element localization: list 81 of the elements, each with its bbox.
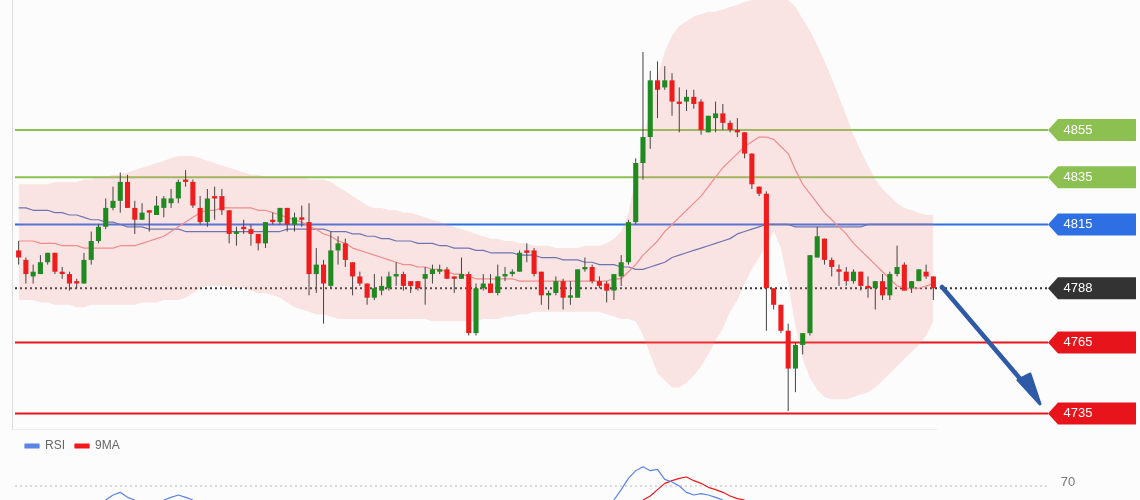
candlestick bbox=[168, 188, 174, 209]
candlestick bbox=[829, 257, 835, 277]
candlestick bbox=[524, 242, 530, 263]
candlestick bbox=[197, 195, 203, 225]
candlestick bbox=[821, 238, 828, 266]
candlestick bbox=[691, 89, 697, 110]
candlestick bbox=[887, 271, 893, 301]
candlestick bbox=[66, 271, 72, 292]
candlestick bbox=[771, 287, 777, 311]
candlestick bbox=[553, 275, 559, 296]
candlestick bbox=[567, 280, 573, 306]
candlestick bbox=[589, 264, 595, 285]
candlestick bbox=[894, 245, 900, 277]
candlestick bbox=[502, 266, 508, 282]
candlestick bbox=[654, 60, 661, 119]
candlestick bbox=[262, 221, 269, 249]
legend-label: RSI bbox=[45, 438, 66, 453]
candlestick bbox=[204, 188, 210, 228]
candlestick bbox=[313, 247, 319, 294]
y-tick-label: 4765 bbox=[1063, 334, 1093, 350]
candlestick bbox=[531, 247, 537, 277]
candlestick bbox=[16, 240, 22, 266]
candlestick bbox=[495, 264, 501, 296]
candlestick bbox=[683, 89, 690, 112]
candlestick bbox=[23, 257, 29, 285]
candlestick bbox=[720, 103, 726, 131]
candlestick bbox=[291, 212, 298, 233]
y-tick-label: 4835 bbox=[1063, 168, 1093, 184]
candlestick bbox=[713, 101, 719, 133]
candlestick bbox=[800, 332, 806, 355]
candlestick bbox=[843, 266, 849, 287]
candlestick bbox=[618, 254, 624, 287]
candlestick bbox=[669, 72, 675, 117]
candlestick bbox=[371, 273, 377, 301]
candlestick bbox=[560, 278, 566, 311]
candlestick bbox=[95, 223, 102, 244]
y-tick-label: 4788 bbox=[1063, 279, 1093, 295]
candlestick bbox=[487, 273, 494, 294]
candlestick bbox=[742, 131, 748, 159]
candlestick bbox=[814, 226, 820, 259]
candlestick bbox=[299, 205, 305, 228]
candlestick bbox=[117, 171, 123, 214]
candlestick bbox=[400, 271, 406, 292]
y-tick-label: 4815 bbox=[1063, 216, 1093, 232]
candlestick bbox=[335, 235, 341, 266]
candlestick bbox=[429, 264, 435, 285]
y-tick-label: 4735 bbox=[1063, 405, 1093, 421]
text: 70 bbox=[1059, 474, 1077, 490]
candlestick bbox=[342, 238, 348, 268]
candlestick bbox=[604, 280, 610, 303]
candlestick bbox=[161, 195, 167, 218]
candlestick bbox=[538, 271, 544, 306]
y-tick-label: 4855 bbox=[1063, 121, 1093, 137]
candlestick bbox=[110, 186, 116, 211]
candlestick bbox=[321, 259, 327, 325]
candlestick bbox=[458, 257, 465, 280]
candlestick bbox=[88, 231, 94, 266]
candlestick bbox=[190, 179, 196, 209]
candlestick bbox=[81, 252, 87, 285]
candlestick bbox=[611, 273, 617, 301]
candlestick bbox=[880, 273, 886, 301]
candlestick bbox=[350, 261, 356, 296]
candlestick bbox=[386, 271, 392, 292]
candlestick bbox=[219, 188, 225, 216]
candlestick bbox=[422, 266, 428, 306]
candlestick bbox=[132, 200, 138, 235]
candlestick bbox=[103, 197, 109, 230]
candlestick bbox=[872, 280, 878, 311]
candlestick bbox=[836, 264, 842, 287]
candlestick bbox=[146, 209, 152, 233]
candlestick bbox=[139, 202, 145, 221]
candlestick bbox=[792, 342, 798, 393]
candlestick bbox=[930, 275, 936, 301]
candlestick bbox=[379, 275, 385, 296]
candlestick bbox=[226, 209, 232, 244]
candlestick bbox=[175, 179, 181, 204]
candlestick bbox=[248, 223, 254, 247]
candlestick bbox=[662, 65, 668, 91]
candlestick bbox=[865, 275, 871, 299]
candlestick bbox=[517, 249, 523, 273]
legend-label: 9MA bbox=[95, 438, 120, 453]
